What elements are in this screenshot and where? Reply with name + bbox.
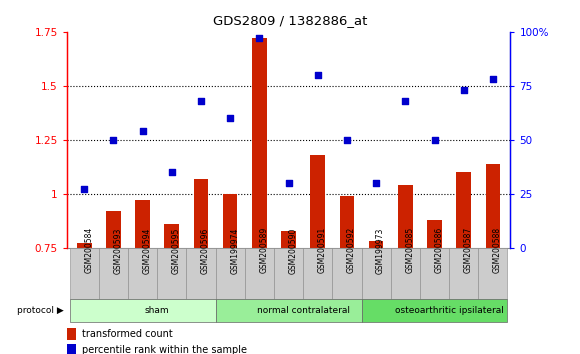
Point [313, 72, 322, 78]
Bar [128, 248, 157, 299]
Bar [391, 248, 420, 299]
Point [401, 98, 410, 104]
Bar [361, 248, 391, 299]
Bar [106, 211, 121, 248]
Bar [216, 299, 361, 322]
Bar [281, 230, 296, 248]
Bar [216, 248, 245, 299]
Bar [427, 220, 442, 248]
Text: GSM200596: GSM200596 [201, 227, 210, 274]
Point [109, 137, 118, 143]
Bar [245, 248, 274, 299]
Bar [420, 248, 449, 299]
Bar [252, 38, 267, 248]
Point [284, 180, 293, 186]
Bar [332, 248, 361, 299]
Text: GSM200587: GSM200587 [463, 227, 473, 274]
Point [430, 137, 439, 143]
Bar [186, 248, 216, 299]
Text: GSM200592: GSM200592 [347, 227, 356, 274]
Bar [456, 172, 471, 248]
Point [488, 76, 498, 82]
Text: percentile rank within the sample: percentile rank within the sample [82, 345, 247, 354]
Point [138, 129, 147, 134]
Bar [67, 344, 77, 354]
Bar [310, 155, 325, 248]
Bar [70, 299, 216, 322]
Text: GSM200585: GSM200585 [405, 227, 414, 274]
Bar [449, 248, 478, 299]
Bar [67, 328, 77, 340]
Text: GSM199974: GSM199974 [230, 227, 239, 274]
Text: GSM200584: GSM200584 [84, 227, 93, 274]
Bar [70, 248, 99, 299]
Text: transformed count: transformed count [82, 329, 173, 339]
Text: normal contralateral: normal contralateral [256, 306, 350, 315]
Bar [274, 248, 303, 299]
Bar [165, 224, 179, 248]
Bar [485, 164, 500, 248]
Point [459, 87, 468, 93]
Point [197, 98, 206, 104]
Text: GSM200591: GSM200591 [318, 227, 327, 274]
Point [255, 35, 264, 41]
Text: GSM200589: GSM200589 [259, 227, 269, 274]
Point [167, 169, 176, 175]
Text: GSM200590: GSM200590 [288, 227, 298, 274]
Text: GSM200595: GSM200595 [172, 227, 181, 274]
Bar [135, 200, 150, 248]
Text: protocol ▶: protocol ▶ [17, 306, 64, 315]
Text: GSM200586: GSM200586 [434, 227, 444, 274]
Bar [361, 299, 508, 322]
Bar [194, 179, 208, 248]
Text: sham: sham [145, 306, 169, 315]
Bar [77, 244, 92, 248]
Text: GSM200588: GSM200588 [493, 227, 502, 273]
Bar [99, 248, 128, 299]
Bar [157, 248, 186, 299]
Bar [478, 248, 508, 299]
Text: GSM200593: GSM200593 [114, 227, 122, 274]
Point [371, 180, 380, 186]
Point [226, 115, 235, 121]
Bar [398, 185, 412, 248]
Text: GSM200594: GSM200594 [143, 227, 151, 274]
Text: osteoarthritic ipsilateral: osteoarthritic ipsilateral [394, 306, 503, 315]
Bar [340, 196, 354, 248]
Bar [223, 194, 237, 248]
Bar [303, 248, 332, 299]
Text: GSM199973: GSM199973 [376, 227, 385, 274]
Bar [369, 241, 383, 248]
Point [342, 137, 351, 143]
Point [79, 187, 89, 192]
Text: GDS2809 / 1382886_at: GDS2809 / 1382886_at [213, 14, 367, 27]
